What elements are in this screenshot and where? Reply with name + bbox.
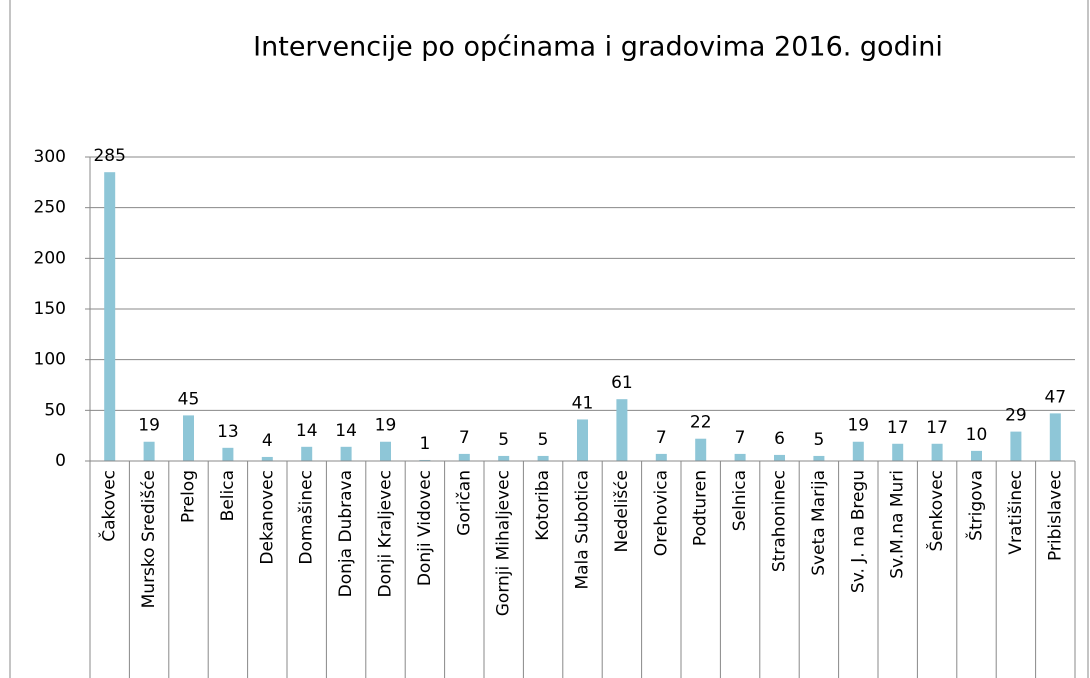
data-label: 285 — [93, 146, 125, 166]
bar — [892, 443, 904, 461]
y-tick-label: 150 — [34, 299, 66, 319]
data-label: 4 — [262, 431, 273, 451]
x-tick-label: Donji Kraljevec — [376, 470, 396, 597]
x-tick-label: Nedelišće — [612, 470, 632, 553]
x-tick-label: Štrigova — [965, 470, 987, 541]
y-tick-label: 100 — [34, 350, 66, 370]
x-tick-label: Domašinec — [297, 470, 317, 565]
bar — [813, 455, 825, 461]
x-tick-label: Pribislavec — [1045, 470, 1065, 561]
data-label: 19 — [375, 416, 397, 436]
bar — [143, 441, 155, 461]
x-tick-label: Donji Vidovec — [415, 470, 435, 586]
chart-title: Intervencije po općinama i gradovima 201… — [253, 32, 943, 63]
bar — [655, 453, 667, 461]
data-label: 7 — [735, 428, 746, 448]
bar — [301, 446, 313, 461]
bar — [380, 441, 391, 461]
data-label: 47 — [1044, 387, 1066, 407]
bar — [222, 447, 234, 461]
bar — [734, 453, 746, 461]
bar — [577, 419, 588, 461]
y-tick-label: 300 — [34, 147, 66, 167]
data-label: 17 — [926, 418, 948, 438]
x-tick-label: Goričan — [454, 470, 474, 536]
x-tick-label: Prelog — [179, 470, 199, 523]
x-tick-label: Gornji Mihaljevec — [494, 470, 514, 616]
x-tick-label: Selnica — [730, 470, 750, 531]
chart-frame — [9, 0, 1089, 678]
x-tick-label: Vratišinec — [1006, 470, 1026, 555]
data-label: 5 — [498, 430, 509, 450]
x-tick-label: Sv. J. na Bregu — [848, 470, 868, 593]
x-tick-label: Mursko Središće — [139, 470, 159, 608]
bar — [1049, 413, 1061, 461]
x-tick-label: Mala Subotica — [573, 470, 593, 590]
data-label: 22 — [690, 413, 712, 433]
y-tick-label: 50 — [44, 400, 66, 420]
data-label: 41 — [572, 393, 594, 413]
bar — [971, 450, 982, 461]
data-label: 19 — [847, 416, 869, 436]
data-label: 6 — [774, 429, 785, 449]
bar — [458, 453, 470, 461]
x-tick-label: Kotoriba — [533, 470, 553, 541]
x-tick-label: Dekanovec — [257, 470, 277, 565]
x-tick-label: Strahoninec — [770, 470, 790, 572]
bar — [695, 438, 707, 461]
data-label: 10 — [966, 425, 988, 445]
data-label: 19 — [138, 416, 160, 436]
data-label: 1 — [419, 434, 430, 454]
bar — [340, 446, 352, 461]
data-label: 7 — [459, 428, 470, 448]
data-label: 29 — [1005, 406, 1027, 426]
data-label: 7 — [656, 428, 667, 448]
data-label: 17 — [887, 418, 909, 438]
x-tick-label: Belica — [218, 470, 238, 521]
bar — [261, 456, 273, 461]
x-tick-label: Sv.M.na Muri — [888, 470, 908, 579]
bar — [498, 455, 510, 461]
x-tick-label: Donja Dubrava — [336, 470, 356, 597]
data-label: 13 — [217, 422, 239, 442]
data-label: 14 — [335, 421, 357, 441]
y-tick-label: 0 — [55, 451, 66, 471]
x-tick-label: Šenkovec — [925, 470, 947, 552]
y-tick-label: 200 — [34, 248, 66, 268]
x-tick-label: Podturen — [691, 470, 711, 546]
data-label: 61 — [611, 373, 633, 393]
data-label: 5 — [813, 430, 824, 450]
bar — [183, 415, 194, 461]
x-tick-label: Orehovica — [651, 470, 671, 556]
bar — [616, 399, 628, 461]
data-label: 5 — [538, 430, 549, 450]
bar — [931, 443, 943, 461]
y-tick-label: 250 — [34, 198, 66, 218]
bar — [774, 454, 785, 461]
data-label: 14 — [296, 421, 318, 441]
bar — [852, 441, 864, 461]
x-tick-label: Sveta Marija — [809, 470, 829, 576]
bar — [1010, 431, 1022, 461]
bar — [104, 172, 116, 461]
bar — [537, 455, 549, 461]
bar — [419, 459, 431, 461]
x-tick-label: Čakovec — [98, 470, 120, 542]
data-label: 45 — [178, 389, 200, 409]
